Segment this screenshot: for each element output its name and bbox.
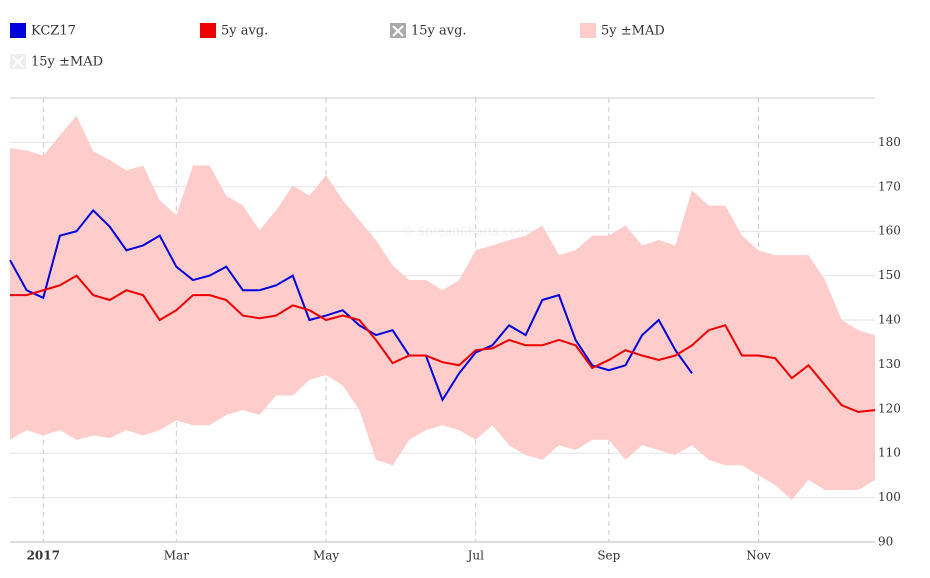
y-tick-label: 170 — [878, 179, 901, 193]
y-tick-label: 120 — [878, 401, 901, 415]
legend-disabled-cross — [12, 56, 24, 68]
legend-swatch — [200, 23, 216, 38]
legend-swatch — [10, 23, 26, 38]
legend-item[interactable]: 15y avg. — [390, 23, 467, 39]
x-tick-label: Sep — [597, 549, 620, 563]
legend-swatch — [580, 23, 596, 38]
legend-label: 15y avg. — [411, 24, 467, 39]
legend-label: KCZ17 — [31, 24, 76, 39]
legend: KCZ17 5y avg. 15y avg. 5y ±MAD 15y ±MAD — [10, 23, 665, 70]
y-tick-label: 160 — [878, 224, 901, 238]
x-tick-label: Jul — [466, 549, 485, 563]
y-tick-label: 180 — [878, 135, 901, 149]
legend-disabled-cross — [392, 25, 404, 37]
legend-item[interactable]: 5y avg. — [200, 23, 268, 39]
y-tick-label: 100 — [878, 490, 901, 504]
x-tick-label: 2017 — [27, 549, 60, 563]
legend-label: 15y ±MAD — [31, 55, 103, 70]
x-tick-label: May — [313, 549, 339, 563]
y-tick-label: 140 — [878, 313, 901, 327]
y-tick-label: 110 — [878, 446, 901, 460]
watermark: © SpreadCharts.com — [402, 225, 529, 239]
legend-item[interactable]: 5y ±MAD — [580, 23, 665, 39]
legend-item[interactable]: KCZ17 — [10, 23, 76, 39]
plot-area: 90 100 110 120 130 140 150 160 170 180 2017 Mar May J… — [9, 97, 901, 563]
legend-label: 5y ±MAD — [601, 24, 665, 39]
legend-item[interactable]: 15y ±MAD — [10, 54, 103, 70]
band-area — [10, 115, 875, 500]
y-tick-label: 90 — [878, 535, 893, 549]
x-tick-label: Nov — [746, 549, 771, 563]
legend-label: 5y avg. — [221, 24, 268, 39]
y-tick-label: 150 — [878, 268, 901, 282]
x-tick-label: Mar — [164, 549, 189, 563]
series-line — [10, 274, 876, 413]
y-tick-label: 130 — [878, 357, 901, 371]
